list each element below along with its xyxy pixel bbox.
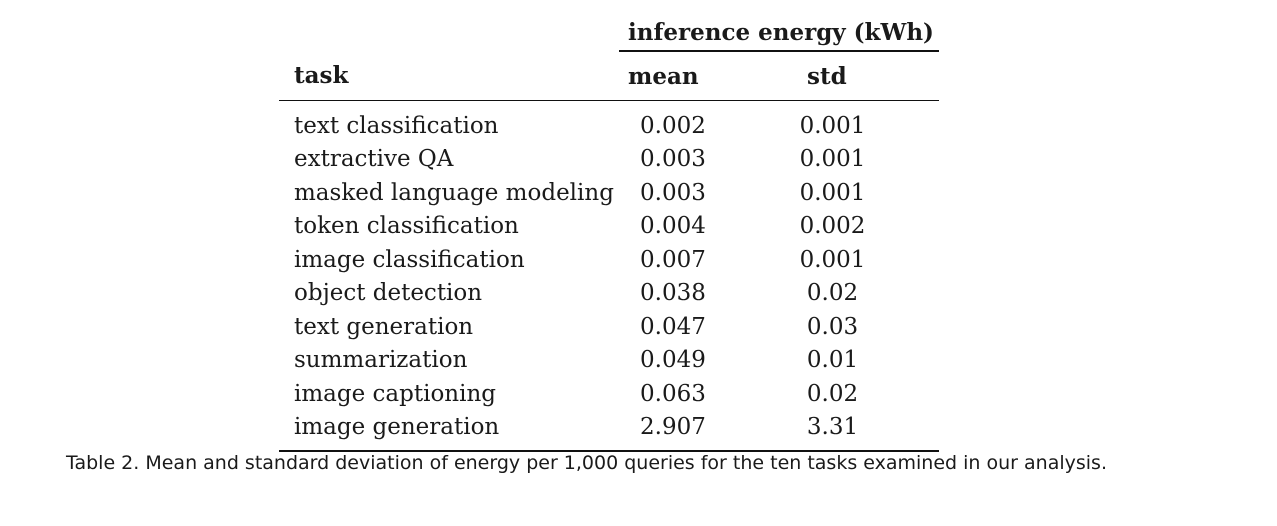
std-cell: 0.02 bbox=[806, 380, 859, 407]
std-cell: 0.03 bbox=[806, 313, 859, 340]
mean-cell: 0.004 bbox=[640, 213, 706, 240]
mean-cell: 0.007 bbox=[640, 246, 706, 273]
mean-cell: 0.003 bbox=[640, 146, 706, 173]
std-cell: 0.02 bbox=[806, 280, 859, 307]
std-cell: 0.001 bbox=[799, 112, 866, 139]
task-cell: image generation bbox=[279, 410, 619, 452]
table-row: extractive QA 0.003 0.001 bbox=[279, 143, 939, 177]
std-cell: 3.31 bbox=[774, 410, 939, 452]
table-row: text generation 0.047 0.03 bbox=[279, 310, 939, 344]
group-header-label: inference energy (kWh) bbox=[619, 14, 939, 52]
mean-cell: 0.038 bbox=[640, 280, 706, 307]
mean-cell: 0.063 bbox=[640, 380, 706, 407]
column-header-std: std bbox=[774, 51, 939, 101]
mean-cell: 0.047 bbox=[640, 313, 706, 340]
task-cell: extractive QA bbox=[294, 146, 454, 173]
task-cell: text classification bbox=[294, 112, 499, 139]
table-row: image generation 2.907 3.31 bbox=[279, 410, 939, 452]
energy-table: inference energy (kWh) task mean std tex… bbox=[279, 14, 939, 452]
table-row: image classification 0.007 0.001 bbox=[279, 243, 939, 277]
std-cell: 0.001 bbox=[799, 146, 866, 173]
group-header-spacer bbox=[279, 14, 619, 51]
column-header-mean: mean bbox=[619, 51, 774, 101]
task-cell: text generation bbox=[294, 313, 474, 340]
task-cell: summarization bbox=[294, 347, 468, 374]
table-row: token classification 0.004 0.002 bbox=[279, 210, 939, 244]
group-header-row: inference energy (kWh) bbox=[279, 14, 939, 52]
mean-cell: 0.002 bbox=[640, 112, 706, 139]
table-row: summarization 0.049 0.01 bbox=[279, 344, 939, 378]
energy-table-container: inference energy (kWh) task mean std tex… bbox=[279, 14, 939, 452]
std-cell: 0.01 bbox=[806, 347, 859, 374]
mean-cell: 0.003 bbox=[640, 179, 706, 206]
table-caption: Table 2. Mean and standard deviation of … bbox=[66, 452, 1107, 474]
std-cell: 0.002 bbox=[799, 213, 866, 240]
table-row: text classification 0.002 0.001 bbox=[279, 101, 939, 143]
task-cell: object detection bbox=[294, 280, 483, 307]
std-cell: 0.001 bbox=[799, 246, 866, 273]
column-header-task: task bbox=[279, 51, 619, 101]
std-cell: 0.001 bbox=[799, 179, 866, 206]
mean-cell: 2.907 bbox=[619, 410, 774, 452]
table-row: masked language modeling 0.003 0.001 bbox=[279, 176, 939, 210]
table-row: object detection 0.038 0.02 bbox=[279, 277, 939, 311]
task-cell: image captioning bbox=[294, 380, 496, 407]
mean-cell: 0.049 bbox=[640, 347, 706, 374]
task-cell: token classification bbox=[294, 213, 519, 240]
column-header-row: task mean std bbox=[279, 51, 939, 101]
task-cell: image classification bbox=[294, 246, 525, 273]
table-row: image captioning 0.063 0.02 bbox=[279, 377, 939, 411]
task-cell: masked language modeling bbox=[294, 179, 614, 206]
